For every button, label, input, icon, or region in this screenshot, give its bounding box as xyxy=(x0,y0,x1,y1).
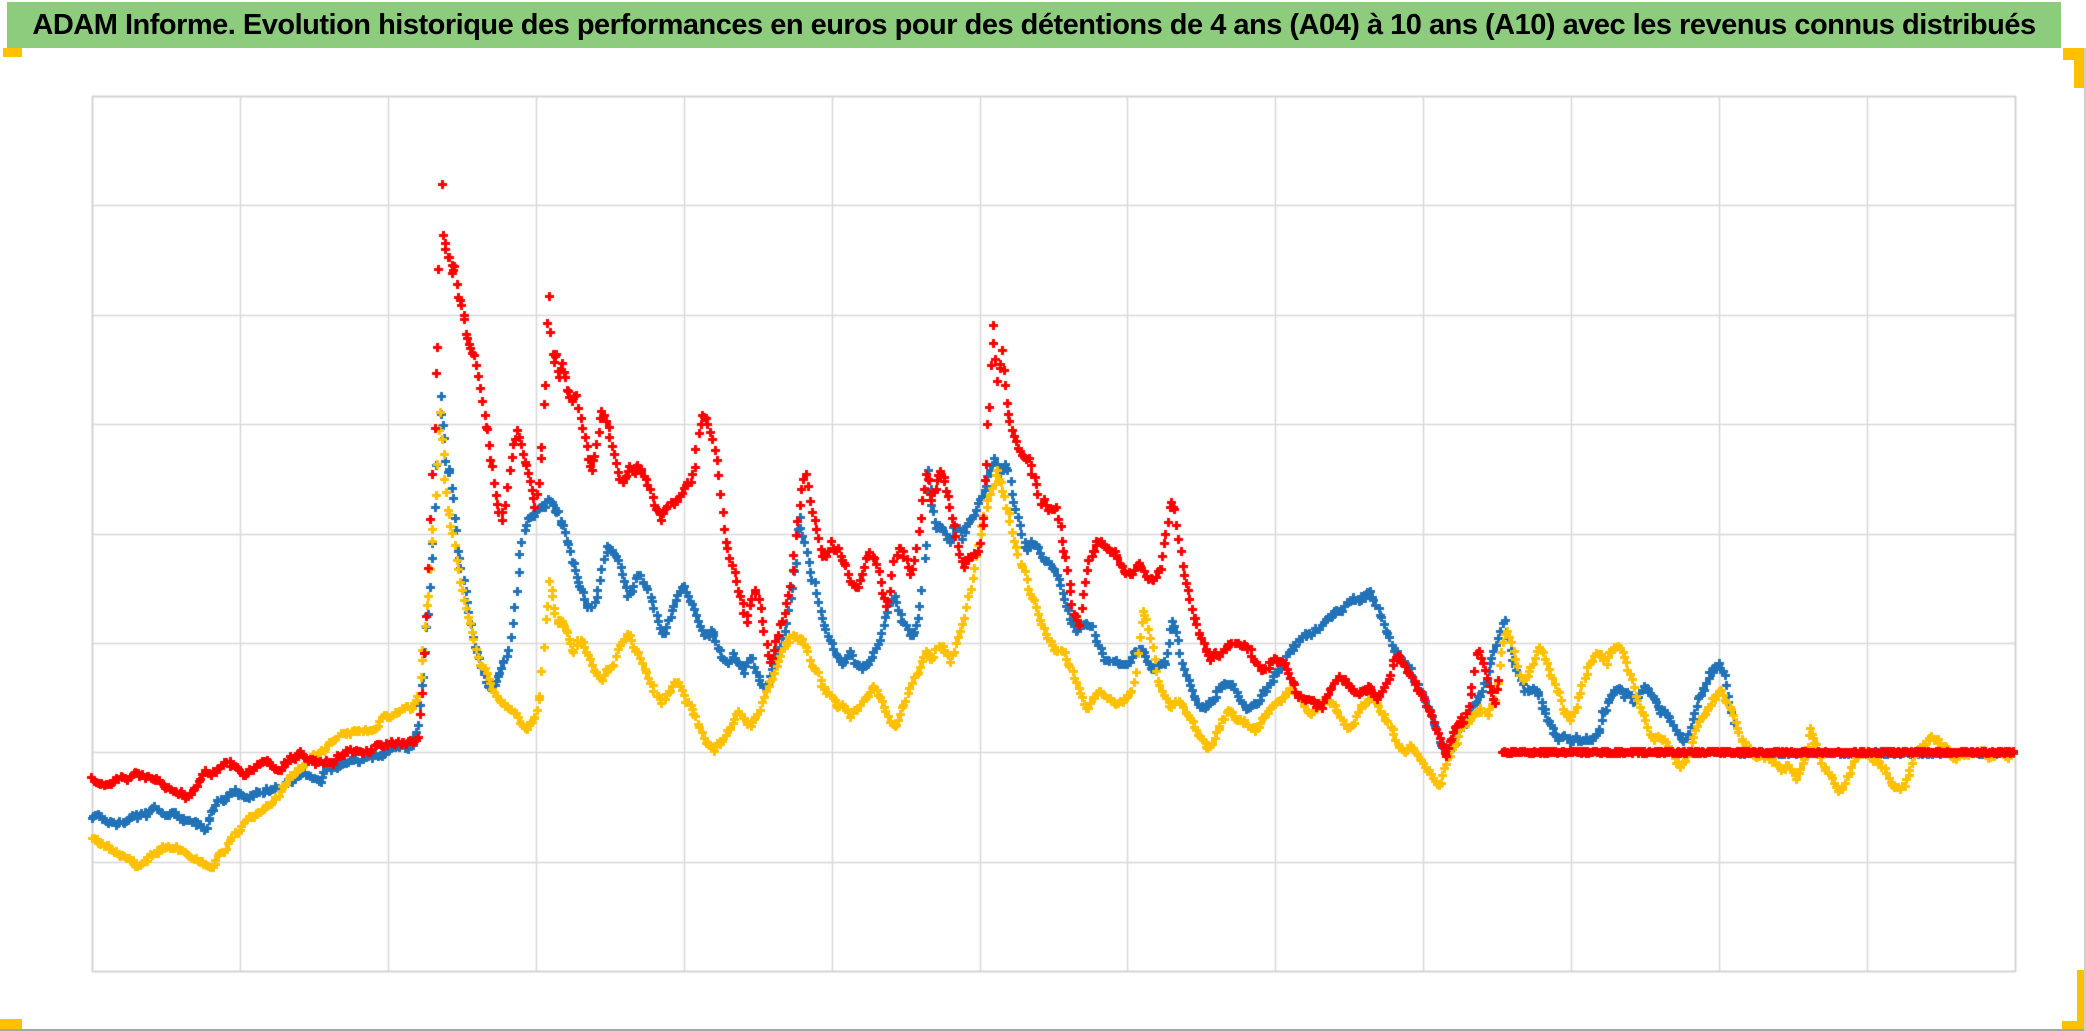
page-border-bottom xyxy=(0,1029,2086,1031)
gold-accent-top-left xyxy=(3,48,22,57)
page-border-right xyxy=(2084,48,2086,1031)
gold-accent-top-right-vertical xyxy=(2074,48,2084,88)
gold-accent-bottom-right-vertical xyxy=(2077,970,2086,1031)
gold-accent-bottom-right-horizontal xyxy=(2062,1021,2086,1031)
gold-accent-bottom-left xyxy=(0,1019,22,1031)
